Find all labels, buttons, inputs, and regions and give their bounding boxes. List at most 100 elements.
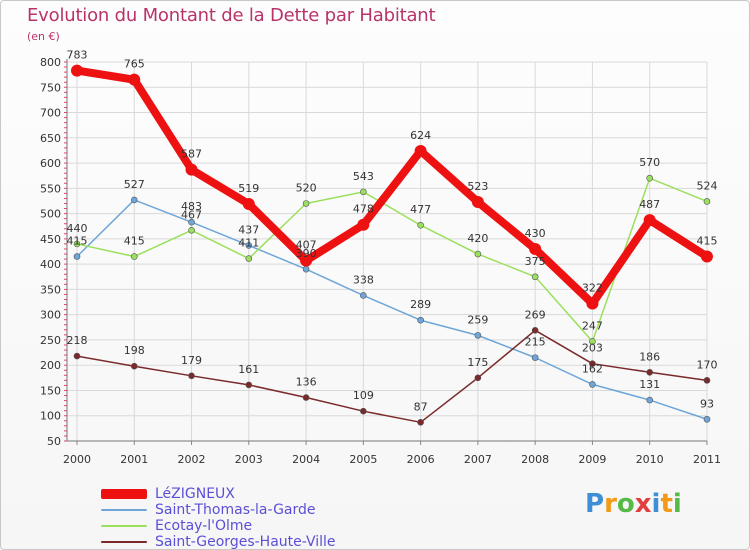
data-label: 520: [296, 181, 317, 194]
y-tick-label: 500: [40, 208, 61, 221]
data-point: [474, 332, 482, 339]
data-point: [245, 242, 253, 249]
data-labels: 783 765 587 519 407 478 624 523 430 322 487 415 415 5…: [67, 49, 718, 414]
data-point: [414, 144, 427, 157]
x-tick-label: 2009: [578, 453, 606, 466]
data-point: [529, 242, 542, 255]
x-tick-label: 2008: [521, 453, 549, 466]
data-label: 420: [467, 232, 488, 245]
data-label: 247: [582, 319, 603, 332]
logo-letter: r: [604, 489, 617, 519]
logo-letter: t: [660, 489, 673, 519]
x-tick-label: 2000: [63, 453, 91, 466]
data-point: [646, 396, 654, 404]
legend-swatch-saint-thomas: [101, 509, 147, 511]
x-tick-label: 2005: [349, 453, 377, 466]
y-tick-label: 700: [40, 107, 61, 120]
chart-title: Evolution du Montant de la Dette par Hab…: [27, 5, 436, 26]
data-label: 322: [582, 282, 603, 295]
data-point: [130, 362, 138, 370]
legend-swatch-ecotay: [101, 525, 147, 527]
data-label: 215: [525, 336, 546, 349]
data-label: 407: [296, 239, 317, 252]
data-point: [73, 253, 81, 260]
data-label: 338: [353, 273, 374, 286]
data-point: [703, 377, 711, 384]
data-point: [531, 327, 539, 334]
data-label: 259: [467, 313, 488, 326]
logo-letter: o: [616, 489, 635, 519]
x-tick-label: 2006: [407, 453, 435, 466]
legend-label: LéZIGNEUX: [155, 486, 235, 502]
data-point: [700, 250, 713, 263]
data-label: 109: [353, 389, 374, 402]
x-tick-label: 2007: [464, 453, 492, 466]
data-label: 186: [639, 350, 660, 363]
data-point: [360, 292, 367, 299]
series: [71, 64, 713, 426]
data-point: [474, 374, 482, 382]
data-label: 543: [353, 170, 374, 183]
data-point: [71, 64, 83, 77]
data-label: 218: [67, 334, 88, 347]
data-label: 131: [639, 378, 660, 391]
data-label: 269: [525, 308, 546, 321]
legend-label: Saint-Thomas-la-Garde: [155, 502, 316, 518]
y-tick-label: 400: [40, 258, 61, 271]
series-line-2: [76, 177, 708, 343]
x-tick-label: 2011: [693, 453, 721, 466]
data-point: [589, 381, 596, 388]
data-label: 487: [639, 198, 660, 211]
data-label: 765: [124, 58, 145, 71]
data-label: 478: [353, 203, 374, 216]
y-tick-label: 100: [40, 410, 61, 423]
data-label: 483: [181, 200, 202, 213]
data-label: 624: [410, 129, 431, 142]
y-tick-label: 50: [47, 435, 61, 448]
y-tick-label: 600: [40, 157, 61, 170]
data-point: [646, 368, 654, 376]
series-line-1: [76, 199, 708, 421]
y-tick-label: 750: [40, 81, 61, 94]
data-point: [300, 254, 313, 267]
data-label: 203: [582, 342, 603, 355]
axes: 50 100 150 200 250 300 350 400 450 500 550 600 650 70…: [40, 56, 721, 466]
data-point: [188, 218, 195, 226]
logo-letter: x: [634, 489, 652, 519]
data-point: [130, 196, 138, 204]
x-tick-label: 2003: [235, 453, 263, 466]
data-point: [360, 407, 367, 415]
data-point: [302, 200, 310, 207]
data-label: 524: [696, 179, 717, 192]
data-point: [471, 195, 484, 208]
data-point: [643, 214, 656, 227]
data-point: [589, 360, 596, 367]
y-tick-label: 250: [40, 334, 61, 347]
legend-swatch-saint-georges: [101, 541, 147, 543]
y-tick-label: 800: [40, 56, 61, 69]
y-tick-label: 650: [40, 132, 61, 145]
data-point: [357, 218, 370, 231]
data-label: 570: [639, 156, 660, 169]
data-point: [531, 354, 539, 361]
data-point: [417, 419, 424, 426]
logo-letter: i: [651, 489, 661, 519]
data-label: 415: [67, 235, 88, 248]
data-point: [474, 250, 482, 258]
data-point: [185, 163, 198, 176]
proxiti-logo: Proxiti: [585, 489, 682, 519]
legend-swatch-lezigneux: [101, 489, 147, 499]
data-label: 467: [181, 208, 202, 221]
y-tick-label: 550: [40, 182, 61, 195]
data-point: [417, 316, 424, 324]
data-point: [589, 338, 596, 345]
data-label: 440: [67, 222, 88, 235]
data-label: 93: [700, 397, 714, 410]
y-tick-label: 200: [40, 359, 61, 372]
series-line-3: [76, 329, 708, 424]
y-tick-label: 450: [40, 233, 61, 246]
data-point: [245, 255, 253, 262]
data-point: [703, 198, 711, 205]
